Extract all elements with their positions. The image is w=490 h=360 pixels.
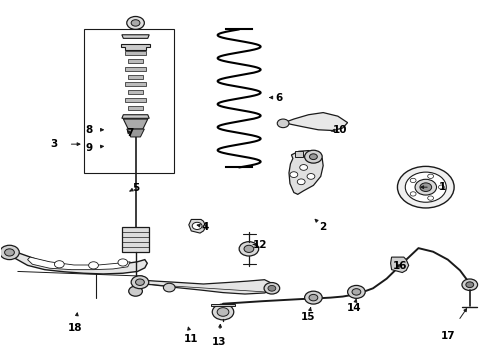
Polygon shape: [125, 98, 147, 102]
Circle shape: [136, 279, 145, 285]
Text: 10: 10: [333, 125, 347, 135]
Circle shape: [397, 166, 454, 208]
Circle shape: [410, 192, 416, 196]
Circle shape: [415, 179, 437, 195]
Polygon shape: [125, 51, 147, 55]
Circle shape: [0, 245, 19, 260]
Text: 8: 8: [85, 125, 92, 135]
Circle shape: [297, 179, 305, 185]
Polygon shape: [128, 90, 143, 94]
Text: 7: 7: [126, 129, 133, 138]
Text: 4: 4: [201, 222, 209, 231]
Circle shape: [462, 279, 478, 291]
Circle shape: [131, 20, 140, 26]
Text: 9: 9: [85, 143, 92, 153]
Text: 17: 17: [441, 331, 455, 341]
Polygon shape: [125, 82, 147, 86]
Circle shape: [307, 174, 315, 179]
Circle shape: [192, 222, 202, 229]
Circle shape: [277, 119, 289, 128]
Circle shape: [405, 172, 446, 202]
Circle shape: [428, 174, 434, 179]
Circle shape: [310, 154, 318, 159]
Text: 5: 5: [132, 183, 140, 193]
Polygon shape: [211, 304, 235, 306]
Circle shape: [244, 245, 254, 252]
Circle shape: [420, 183, 432, 192]
Circle shape: [352, 289, 361, 295]
Text: 15: 15: [301, 312, 316, 322]
Polygon shape: [284, 113, 347, 131]
Circle shape: [127, 17, 145, 30]
Text: 11: 11: [184, 333, 198, 343]
Circle shape: [428, 196, 434, 200]
Circle shape: [239, 242, 259, 256]
Text: 14: 14: [346, 303, 361, 314]
Polygon shape: [295, 151, 303, 157]
Circle shape: [129, 286, 143, 296]
Polygon shape: [128, 106, 143, 110]
Polygon shape: [122, 35, 149, 39]
Circle shape: [163, 283, 175, 292]
Text: 3: 3: [50, 139, 57, 149]
Polygon shape: [122, 226, 149, 252]
Circle shape: [217, 308, 229, 316]
Polygon shape: [5, 246, 147, 274]
Circle shape: [290, 172, 298, 177]
Circle shape: [54, 261, 64, 268]
Polygon shape: [189, 220, 206, 233]
Polygon shape: [391, 257, 409, 273]
Circle shape: [347, 285, 365, 298]
Circle shape: [212, 304, 234, 320]
Circle shape: [89, 262, 98, 269]
Circle shape: [4, 249, 14, 256]
Polygon shape: [128, 59, 143, 63]
Circle shape: [300, 165, 308, 170]
Polygon shape: [123, 119, 148, 129]
Text: 18: 18: [68, 323, 82, 333]
Circle shape: [439, 185, 444, 189]
Polygon shape: [125, 67, 147, 71]
Circle shape: [264, 283, 280, 294]
Polygon shape: [27, 257, 130, 270]
Text: 12: 12: [252, 239, 267, 249]
Text: 1: 1: [439, 182, 446, 192]
Circle shape: [305, 291, 322, 304]
Circle shape: [118, 259, 128, 266]
Text: 2: 2: [319, 222, 327, 232]
Polygon shape: [127, 129, 145, 137]
Circle shape: [268, 285, 276, 291]
Circle shape: [309, 294, 318, 301]
Circle shape: [410, 178, 416, 183]
Polygon shape: [122, 115, 149, 118]
Polygon shape: [289, 150, 323, 194]
Polygon shape: [133, 280, 274, 294]
Polygon shape: [121, 44, 150, 50]
Circle shape: [466, 282, 474, 288]
Circle shape: [131, 276, 149, 289]
Circle shape: [305, 150, 322, 163]
Text: 6: 6: [275, 93, 283, 103]
Text: 16: 16: [393, 261, 408, 271]
Polygon shape: [128, 75, 143, 78]
Text: 13: 13: [212, 337, 226, 347]
